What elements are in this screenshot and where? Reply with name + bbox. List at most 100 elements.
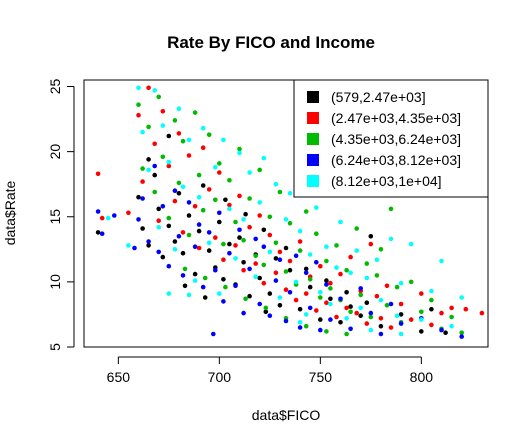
data-point <box>408 317 414 322</box>
data-point <box>283 217 289 222</box>
data-point <box>166 159 172 165</box>
data-point <box>196 194 202 200</box>
data-point <box>146 124 151 130</box>
data-point <box>267 313 273 319</box>
data-point <box>318 317 323 322</box>
data-point <box>176 191 182 196</box>
x-tick-label: 750 <box>309 369 333 385</box>
legend-swatch <box>307 175 319 187</box>
data-point <box>398 301 404 307</box>
data-point <box>354 310 360 316</box>
data-point <box>297 248 303 253</box>
data-point <box>152 88 157 93</box>
data-point <box>192 204 198 209</box>
data-point <box>398 331 404 337</box>
data-point <box>348 326 353 332</box>
data-point <box>152 172 157 178</box>
data-point <box>126 210 131 216</box>
data-point <box>200 207 206 213</box>
data-point <box>443 330 448 336</box>
data-point <box>257 301 263 307</box>
data-point <box>303 312 309 317</box>
data-point <box>277 257 283 263</box>
data-point <box>358 313 364 319</box>
data-point <box>186 213 192 218</box>
data-point <box>384 303 390 308</box>
data-point <box>328 317 333 322</box>
data-point <box>241 310 246 316</box>
data-point <box>243 211 248 217</box>
data-point <box>419 329 424 334</box>
data-point <box>348 270 353 276</box>
y-tick-label: 5 <box>47 343 63 351</box>
data-point <box>140 129 145 135</box>
data-point <box>449 314 454 320</box>
data-point <box>261 244 267 249</box>
data-point <box>227 241 232 247</box>
data-point <box>297 228 303 234</box>
data-point <box>146 239 151 244</box>
data-point <box>257 167 263 173</box>
data-point <box>303 291 309 296</box>
data-point <box>439 327 444 333</box>
x-axis: 650 700 750 800 <box>107 356 433 385</box>
data-point <box>419 309 424 315</box>
data-point <box>202 275 208 281</box>
data-point <box>293 253 299 259</box>
data-point <box>217 210 222 216</box>
data-point <box>221 241 226 247</box>
data-point <box>192 278 198 283</box>
y-axis: 5 10 15 20 25 <box>47 79 75 351</box>
data-point <box>237 146 242 152</box>
data-point <box>273 181 279 187</box>
data-point <box>200 284 206 290</box>
legend-box <box>293 79 489 198</box>
data-point <box>136 112 141 118</box>
data-point <box>358 292 364 298</box>
data-point <box>314 260 319 265</box>
data-point <box>241 260 246 265</box>
data-points <box>95 85 485 339</box>
data-point <box>227 202 232 208</box>
data-point <box>273 256 279 261</box>
data-point <box>180 230 186 235</box>
data-point <box>303 266 309 272</box>
data-point <box>429 288 434 294</box>
data-point <box>429 306 434 312</box>
x-axis-label: data$FICO <box>252 407 321 423</box>
data-point <box>132 245 137 251</box>
data-point <box>324 300 329 306</box>
data-point <box>136 217 141 222</box>
data-point <box>140 166 145 171</box>
data-point <box>180 138 186 144</box>
data-point <box>334 265 339 270</box>
data-point <box>344 290 349 295</box>
legend-swatch <box>307 154 319 166</box>
data-point <box>368 234 374 239</box>
data-point <box>233 283 238 289</box>
data-point <box>196 228 202 234</box>
data-point <box>297 325 303 330</box>
data-point <box>186 137 192 143</box>
data-point <box>180 250 186 256</box>
data-point <box>287 267 293 273</box>
legend: (579,2.47e+03] (2.47e+03,4.35e+03] (4.35e+… <box>293 79 489 198</box>
data-point <box>186 200 192 205</box>
data-point <box>217 291 222 296</box>
data-point <box>287 290 293 295</box>
data-point <box>136 85 141 91</box>
data-point <box>257 275 263 281</box>
data-point <box>140 196 145 201</box>
data-point <box>328 280 333 286</box>
data-point <box>140 179 145 184</box>
chart-title: Rate By FICO and Income <box>167 33 375 52</box>
data-point <box>277 303 283 308</box>
data-point <box>213 165 218 170</box>
data-point <box>314 231 319 236</box>
data-point <box>354 226 360 231</box>
data-point <box>156 94 161 100</box>
data-point <box>408 241 414 247</box>
data-point <box>213 267 218 273</box>
data-point <box>429 322 434 328</box>
data-point <box>152 189 157 195</box>
